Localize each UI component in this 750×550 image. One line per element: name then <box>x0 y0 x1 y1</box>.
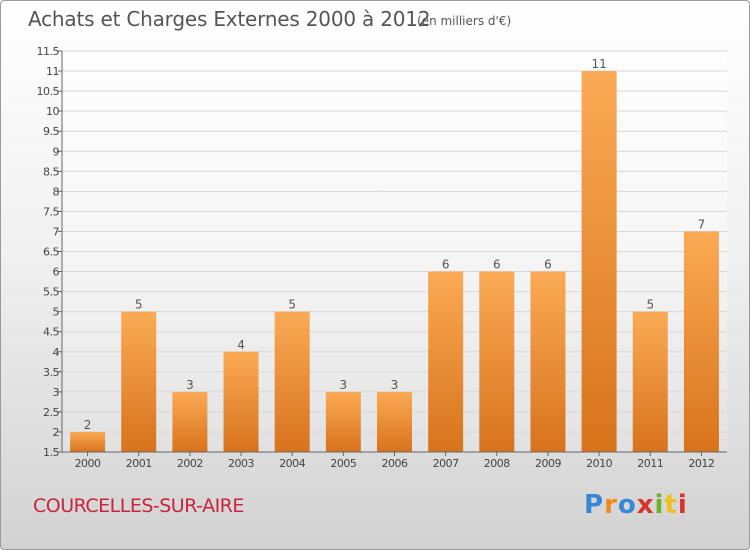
y-tick-label: 4.5 <box>43 326 59 339</box>
x-tick-label: 2002 <box>177 457 203 470</box>
x-tick-label: 2009 <box>535 457 561 470</box>
y-tick-label: 3 <box>53 386 60 399</box>
y-tick-label: 9 <box>53 145 60 158</box>
y-tick-label: 7.5 <box>43 205 59 218</box>
bar-2012 <box>683 231 719 452</box>
x-tick-label: 2001 <box>126 457 152 470</box>
x-tick-label: 2000 <box>75 457 101 470</box>
bar-value-label: 6 <box>493 258 501 272</box>
logo-letter: t <box>664 490 678 520</box>
y-tick-label: 8 <box>53 185 60 198</box>
x-tick-label: 2004 <box>279 457 305 470</box>
y-tick-label: 11 <box>46 65 59 78</box>
x-tick-label: 2005 <box>330 457 356 470</box>
bar-value-label: 5 <box>646 298 654 312</box>
bar-2006 <box>377 391 412 452</box>
bar-value-label: 6 <box>442 258 450 272</box>
x-tick-label: 2012 <box>688 457 714 470</box>
y-tick-label: 6 <box>53 266 60 279</box>
x-axis: 2000 2001 2002 2003 2004 2005 2006 2007 2008 2009… <box>62 451 727 470</box>
x-tick-label: 2010 <box>586 457 612 470</box>
bar-2008 <box>479 271 515 452</box>
bar-2003 <box>223 351 259 452</box>
bar-value-label: 3 <box>340 378 348 392</box>
bar-value-label: 11 <box>591 57 606 71</box>
bar-value-label: 5 <box>288 298 296 312</box>
y-tick-label: 4 <box>53 346 60 359</box>
x-tick-label: 2003 <box>228 457 254 470</box>
logo-letter: x <box>636 490 655 520</box>
x-tick-label: 2008 <box>484 457 510 470</box>
chart-title: Achats et Charges Externes 2000 à 2012 <box>28 7 431 31</box>
chart-unit: (en milliers d'€) <box>417 14 512 28</box>
y-tick-label: 9.5 <box>43 125 59 138</box>
logo-letter: P <box>584 490 605 520</box>
y-tick-label: 2 <box>53 426 60 439</box>
bar-value-label: 7 <box>698 217 706 231</box>
x-tick-label: 2006 <box>382 457 408 470</box>
proxiti-logo: Proxiti <box>584 490 688 520</box>
logo-letter: i <box>654 490 665 520</box>
y-tick-label: 11.5 <box>37 45 60 58</box>
y-tick-label: 3.5 <box>43 366 59 379</box>
bars: 2 5 3 4 5 3 3 6 6 6 11 5 7 <box>70 57 719 453</box>
bar-2005 <box>325 391 361 452</box>
y-tick-label: 2.5 <box>43 406 59 419</box>
logo-letter: i <box>677 490 688 520</box>
bar-2011 <box>632 311 668 452</box>
logo-letter: o <box>617 490 637 520</box>
x-tick-label: 2007 <box>433 457 459 470</box>
y-tick-label: 6.5 <box>43 246 59 259</box>
bar-2007 <box>428 271 464 452</box>
y-tick-label: 10.5 <box>37 85 60 98</box>
y-tick-label: 1.5 <box>43 446 59 459</box>
bar-value-label: 3 <box>391 378 399 392</box>
bar-value-label: 5 <box>135 298 143 312</box>
bar-2009 <box>530 271 566 452</box>
y-tick-label: 5.5 <box>43 286 59 299</box>
y-tick-label: 8.5 <box>43 165 59 178</box>
bar-value-label: 6 <box>544 258 552 272</box>
y-tick-label: 10 <box>46 105 59 118</box>
y-tick-label: 5 <box>53 306 60 319</box>
commune-name: COURCELLES-SUR-AIRE <box>33 495 244 517</box>
bar-value-label: 2 <box>84 418 92 432</box>
bar-value-label: 3 <box>186 378 194 392</box>
bar-2004 <box>274 311 310 452</box>
bar-2001 <box>121 311 157 452</box>
y-tick-label: 7 <box>53 225 60 238</box>
logo-letter: r <box>604 490 618 520</box>
bar-2002 <box>172 391 208 452</box>
y-axis: 1.5 2 2.5 3 3.5 4 4.5 5 5.5 6 6.5 7 7.5 8 8.5 9 9.5 10 10.… <box>37 45 63 459</box>
bar-2000 <box>70 431 106 452</box>
x-tick-label: 2011 <box>637 457 663 470</box>
bar-2010 <box>581 71 617 453</box>
bar-value-label: 4 <box>237 338 245 352</box>
